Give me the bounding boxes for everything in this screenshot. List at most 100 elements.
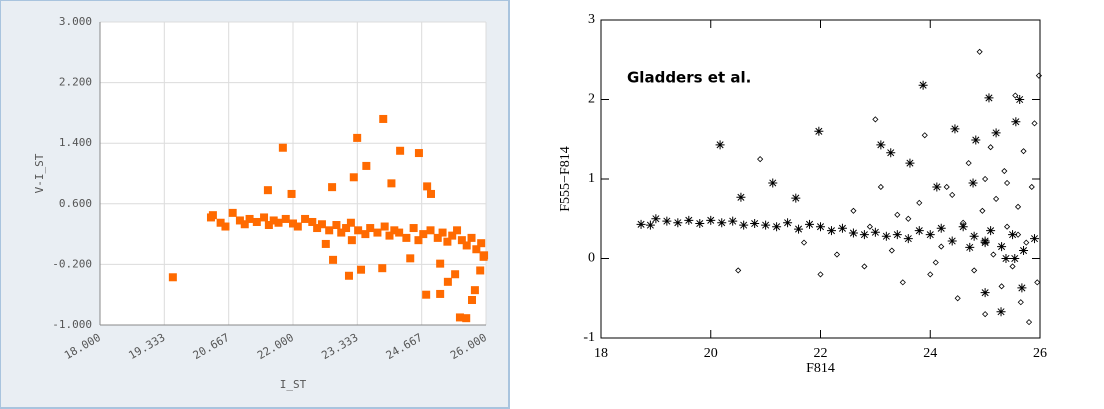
point	[419, 230, 428, 239]
point	[472, 245, 481, 254]
point	[1023, 239, 1030, 246]
point	[380, 222, 389, 231]
point	[921, 132, 928, 139]
point	[395, 228, 404, 237]
y-tick-label: -1	[583, 330, 595, 345]
point	[396, 146, 405, 155]
point	[378, 264, 387, 273]
point	[479, 252, 488, 261]
point	[750, 219, 760, 229]
point	[433, 233, 442, 242]
y-tick-label: -0.200	[52, 257, 92, 270]
point	[281, 214, 290, 223]
point	[245, 214, 254, 223]
annotation: Gladders et al.	[627, 69, 751, 87]
point	[991, 128, 1001, 138]
point	[984, 93, 994, 103]
y-tick-label: 0	[588, 251, 595, 266]
point	[728, 216, 738, 226]
point	[805, 219, 815, 229]
point	[757, 156, 764, 163]
point	[938, 243, 945, 250]
point	[476, 266, 485, 275]
point	[980, 238, 990, 248]
point	[932, 259, 939, 266]
point	[982, 175, 989, 183]
point	[735, 267, 742, 274]
point	[968, 178, 978, 188]
point	[936, 223, 946, 233]
point	[470, 286, 479, 295]
point	[1017, 299, 1024, 306]
point	[736, 192, 746, 202]
point	[462, 314, 471, 323]
x-tick-label: 20	[704, 346, 718, 361]
point	[436, 289, 445, 298]
point	[414, 149, 423, 158]
point	[971, 267, 978, 274]
point	[1010, 254, 1020, 263]
point	[903, 234, 913, 244]
point	[997, 242, 1007, 252]
point	[794, 224, 804, 234]
point	[362, 161, 371, 170]
point	[1035, 72, 1042, 79]
point	[1004, 223, 1011, 230]
point	[260, 213, 269, 222]
y-tick-label: -1.000	[52, 318, 92, 331]
point	[228, 208, 237, 217]
point	[886, 148, 896, 158]
point	[1031, 120, 1038, 127]
x-tick-label: 26	[1033, 346, 1047, 361]
y-tick-label: 3	[588, 12, 595, 27]
x-axis-label: I_ST	[280, 378, 307, 391]
point	[448, 231, 457, 240]
point	[357, 265, 366, 274]
point	[892, 230, 902, 240]
point	[717, 218, 727, 228]
point	[423, 182, 432, 191]
point	[451, 270, 460, 279]
point	[861, 263, 868, 270]
point	[996, 307, 1006, 317]
point	[949, 191, 956, 198]
point	[361, 230, 370, 239]
x-tick-label: 22	[814, 346, 828, 361]
point	[436, 259, 445, 268]
point	[993, 195, 1000, 202]
point	[870, 227, 880, 237]
point	[1008, 230, 1018, 240]
y-tick-label: 0.600	[59, 197, 92, 210]
point	[859, 230, 869, 240]
point	[252, 217, 261, 226]
point	[645, 220, 655, 230]
point	[1028, 183, 1035, 191]
point	[443, 277, 452, 286]
x-axis-label: F814	[806, 361, 835, 376]
y-tick-label: 2	[588, 92, 595, 107]
point	[848, 228, 858, 238]
y-tick-label: 1.400	[59, 136, 92, 149]
point	[274, 218, 283, 227]
point	[313, 224, 322, 233]
point	[800, 239, 808, 246]
point	[269, 216, 278, 225]
point	[914, 226, 924, 236]
point	[353, 133, 362, 142]
point	[409, 224, 418, 233]
point	[379, 114, 388, 123]
point	[289, 219, 297, 228]
point	[264, 221, 273, 230]
point	[354, 226, 363, 235]
point	[706, 215, 716, 225]
point	[816, 222, 825, 232]
point	[905, 158, 915, 168]
point	[477, 239, 486, 248]
point	[833, 251, 841, 258]
point	[390, 226, 399, 235]
point	[308, 217, 317, 226]
point	[453, 226, 462, 235]
point	[344, 271, 353, 280]
point	[373, 228, 382, 237]
